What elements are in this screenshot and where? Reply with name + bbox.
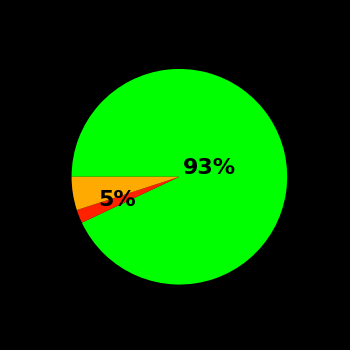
Wedge shape	[71, 177, 179, 210]
Text: 93%: 93%	[183, 158, 236, 178]
Wedge shape	[71, 69, 287, 285]
Wedge shape	[77, 177, 179, 223]
Text: 5%: 5%	[98, 190, 136, 210]
